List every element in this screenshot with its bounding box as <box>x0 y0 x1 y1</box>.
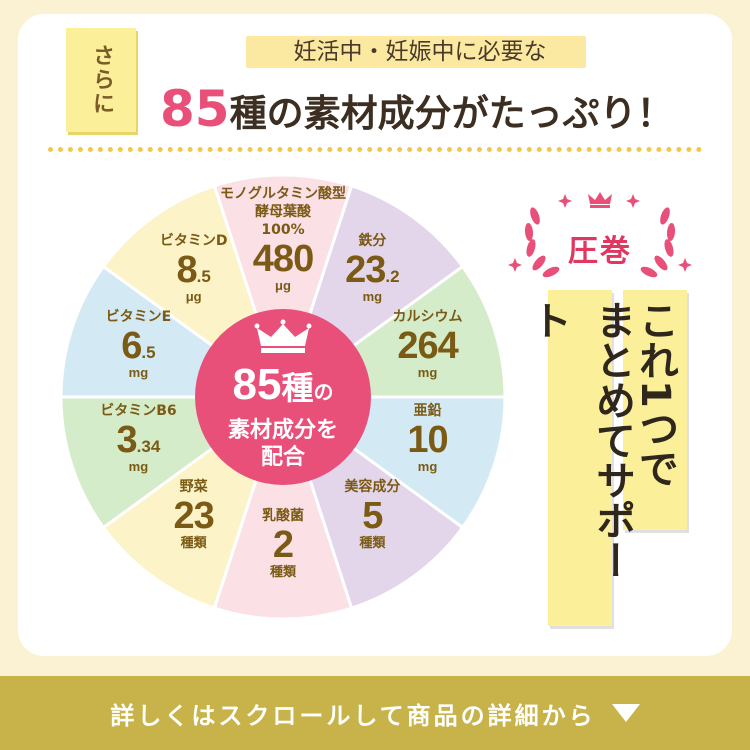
award-text: 圧巻 <box>568 234 632 269</box>
dotted-divider <box>48 147 702 152</box>
laurel-left-icon <box>524 207 560 278</box>
nutrient-label: 鉄分 23.2 mg <box>345 232 399 304</box>
nutrient-value: 10 <box>407 418 448 461</box>
nutrient-value: 6.5 <box>121 325 156 368</box>
nutrient-value: 3.34 <box>116 418 161 461</box>
nutrient-name: ビタミンB6 <box>100 402 177 419</box>
nutrient-value: 8.5 <box>176 249 211 292</box>
nutrient-unit: 種類 <box>359 534 386 550</box>
laurel-award <box>508 192 692 278</box>
nutrient-label: ビタミンD 8.5 μg <box>160 232 228 304</box>
center-number: 85 <box>232 360 282 409</box>
vertical-box-1: これ1つで <box>623 290 687 530</box>
nutrient-label: 美容成分 5 種類 <box>344 478 400 550</box>
nutrient-label: ビタミンB6 3.34 mg <box>100 402 176 474</box>
laurel-right-icon <box>640 207 676 278</box>
nutrient-unit: 種類 <box>180 534 207 550</box>
nutrient-label: ビタミンE 6.5 mg <box>106 308 172 380</box>
small-crown-icon <box>588 192 612 208</box>
center-line2: 素材成分を <box>227 418 338 443</box>
nutrient-value: 264 <box>397 325 458 368</box>
headline-text: 種の素材成分がたっぷり！ <box>229 92 674 135</box>
nutrient-name: 乳酸菌 <box>262 508 304 524</box>
nutrient-label: 亜鉛 10 mg <box>407 402 448 474</box>
headline-number: 85 <box>160 80 230 138</box>
nutrient-value: 2 <box>272 524 294 566</box>
tag-label: さらに <box>89 44 114 116</box>
nutrient-value: 480 <box>252 238 314 280</box>
subhead-highlight <box>246 36 586 68</box>
center-circle <box>195 309 371 485</box>
nutrient-unit: mg <box>417 365 438 381</box>
footer-text: 詳しくはスクロールして商品の詳細から <box>110 701 596 730</box>
nutrient-name-3: 100% <box>261 222 305 238</box>
nutrient-value: 5 <box>362 494 383 537</box>
nutrient-unit: mg <box>362 289 383 305</box>
nutrient-name: 野菜 <box>179 478 208 495</box>
vertical-text-1: これ1つで <box>632 300 678 488</box>
crown-icon <box>254 319 312 353</box>
nutrient-unit: mg <box>128 458 149 474</box>
subhead: 妊活中・妊娠中に必要な <box>293 39 547 65</box>
wheel-segment <box>212 392 354 621</box>
nutrient-name: ビタミンE <box>105 309 172 326</box>
nutrient-value: 23 <box>173 494 215 537</box>
down-triangle-icon <box>611 704 640 722</box>
nutrient-label: 野菜 23 種類 <box>173 478 215 550</box>
nutrient-label: モノグルタミン酸型 酵母葉酸 100% 480 μg <box>220 185 346 293</box>
center-text: 85種の 素材成分を 配合 <box>195 362 371 471</box>
nutrient-unit: mg <box>417 458 438 474</box>
headline: 85種の素材成分がたっぷり！ <box>160 80 674 144</box>
nutrient-unit: 種類 <box>269 564 296 579</box>
nutrient-name: モノグルタミン酸型 <box>220 186 346 202</box>
vertical-text-2: まとめてサポート <box>525 300 635 580</box>
nutrient-unit: μg <box>185 289 202 305</box>
nutrient-name: 亜鉛 <box>413 402 442 419</box>
vertical-box-2: まとめてサポート <box>525 290 635 626</box>
nutrient-name: 美容成分 <box>344 478 401 495</box>
sarani-tag: さらに <box>66 28 136 132</box>
wheel-segment <box>212 173 354 402</box>
scroll-banner[interactable]: 詳しくはスクロールして商品の詳細から <box>0 676 750 750</box>
nutrient-label: カルシウム 264 mg <box>393 308 463 380</box>
nutrient-label: 乳酸菌 2 種類 <box>262 507 304 579</box>
center-line3: 配合 <box>260 445 305 470</box>
nutrient-name: ビタミンD <box>159 233 228 250</box>
center-unit: 種 <box>281 369 314 407</box>
nutrient-name-2: 酵母葉酸 <box>255 204 311 220</box>
nutrient-value: 23.2 <box>345 249 400 292</box>
sparkle-icon <box>508 194 692 272</box>
nutrient-name: 鉄分 <box>358 233 387 250</box>
center-particle: の <box>313 380 334 404</box>
nutrient-name: カルシウム <box>392 309 463 326</box>
nutrient-unit: mg <box>128 365 149 381</box>
nutrient-unit: μg <box>275 278 291 293</box>
